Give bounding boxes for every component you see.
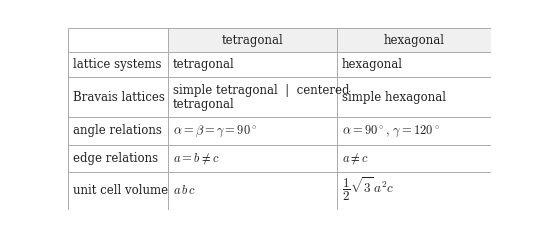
Bar xyxy=(337,28,491,52)
Text: edge relations: edge relations xyxy=(73,152,158,165)
Text: Bravais lattices: Bravais lattices xyxy=(73,91,165,104)
Text: simple tetragonal  |  centered: simple tetragonal | centered xyxy=(173,84,349,97)
Text: $\alpha = \beta = \gamma = 90^\circ$: $\alpha = \beta = \gamma = 90^\circ$ xyxy=(173,123,257,139)
Text: $a \neq c$: $a \neq c$ xyxy=(342,151,369,166)
Text: angle relations: angle relations xyxy=(73,125,162,138)
Text: simple hexagonal: simple hexagonal xyxy=(342,91,446,104)
Text: $\alpha = 90^\circ,\, \gamma = 120^\circ$: $\alpha = 90^\circ,\, \gamma = 120^\circ… xyxy=(342,123,440,139)
Text: $a\,b\,c$: $a\,b\,c$ xyxy=(173,185,196,198)
Text: tetragonal: tetragonal xyxy=(173,58,235,71)
Text: unit cell volume: unit cell volume xyxy=(73,185,169,198)
Bar xyxy=(168,28,337,52)
Text: hexagonal: hexagonal xyxy=(384,34,444,47)
Text: hexagonal: hexagonal xyxy=(342,58,403,71)
Text: tetragonal: tetragonal xyxy=(222,34,283,47)
Text: tetragonal: tetragonal xyxy=(173,98,235,111)
Text: $\dfrac{1}{2}\sqrt{3}\,a^2 c$: $\dfrac{1}{2}\sqrt{3}\,a^2 c$ xyxy=(342,176,395,203)
Text: lattice systems: lattice systems xyxy=(73,58,162,71)
Text: $a = b \neq c$: $a = b \neq c$ xyxy=(173,151,219,166)
